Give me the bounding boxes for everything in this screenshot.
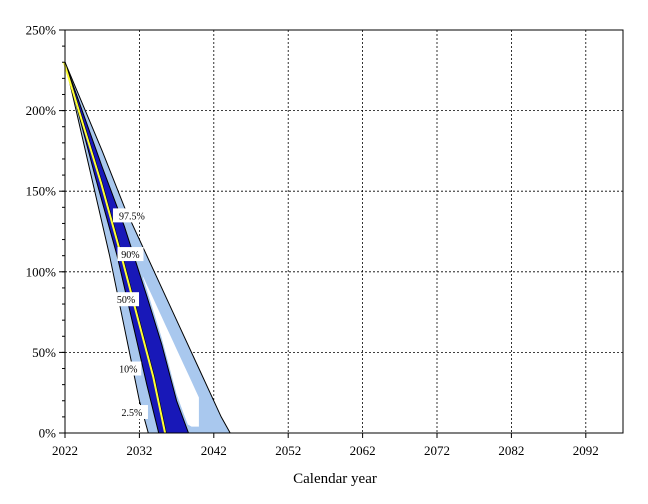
x-tick-label: 2022 xyxy=(52,443,78,458)
y-tick-label: 100% xyxy=(26,264,57,279)
y-tick-label: 250% xyxy=(26,23,57,38)
percentile-label-2.5%: 2.5% xyxy=(122,408,143,419)
y-tick-label: 200% xyxy=(26,103,57,118)
percentile-label-10%: 10% xyxy=(119,365,137,376)
percentile-label-bg-50% xyxy=(113,292,140,307)
percentile-line-50% xyxy=(64,62,167,434)
x-tick-label: 2092 xyxy=(573,443,599,458)
percentile-label-bg-2.5% xyxy=(115,405,148,420)
gridlines xyxy=(65,30,623,433)
x-tick-label: 2052 xyxy=(275,443,301,458)
percentile-line-10% xyxy=(64,62,160,434)
percentile-line-97.5% xyxy=(64,62,231,434)
percentile-label-90%: 90% xyxy=(121,250,139,261)
y-tick-label: 0% xyxy=(39,426,57,441)
y-tick-label: 150% xyxy=(26,184,57,199)
percentile-labels: 97.5% 90% 50% 10% 2.5% xyxy=(112,208,151,420)
percentile-label-bg-90% xyxy=(117,247,144,262)
percentile-label-50%: 50% xyxy=(117,295,135,306)
x-axis-title: Calendar year xyxy=(293,471,377,487)
axes: 0% 50% 100% 150% 200% 250% 2022 2032 2042 2052 206… xyxy=(26,23,623,458)
y-tick-label: 50% xyxy=(32,345,56,360)
x-tick-label: 2042 xyxy=(201,443,227,458)
median-line xyxy=(62,61,167,434)
percentile-label-bg-10% xyxy=(115,361,142,376)
x-tick-label: 2072 xyxy=(424,443,450,458)
x-tick-label: 2062 xyxy=(350,443,376,458)
percentile-label-bg-97.5% xyxy=(112,208,151,223)
band-gap-upper xyxy=(143,276,199,427)
x-tick-label: 2032 xyxy=(126,443,152,458)
x-tick-label: 2082 xyxy=(498,443,524,458)
percentile-label-97.5%: 97.5% xyxy=(119,211,145,222)
percentile-line-90% xyxy=(64,62,189,434)
